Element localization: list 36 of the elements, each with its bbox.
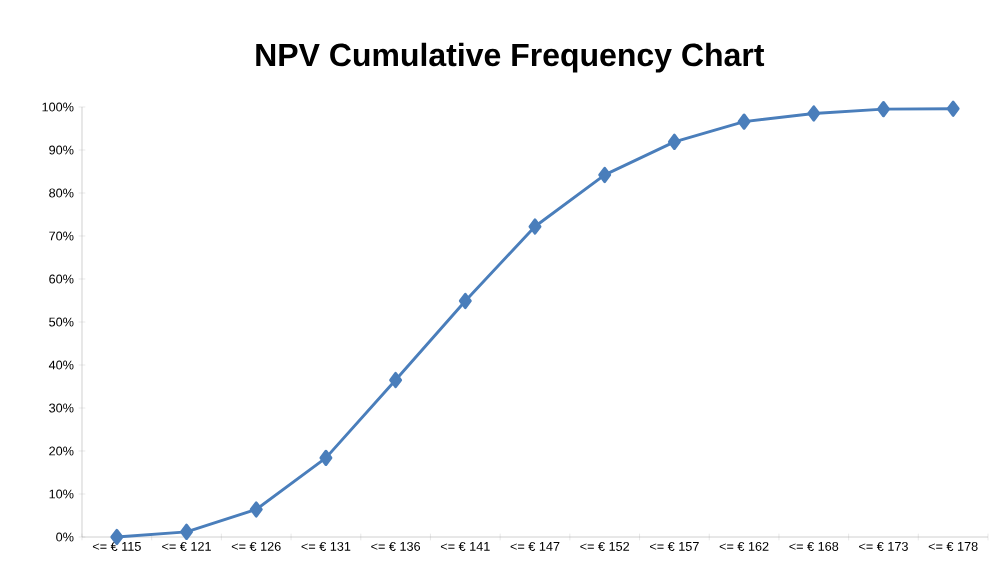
point (876, 101, 890, 118)
point (667, 133, 681, 150)
point (946, 100, 960, 117)
y-tick-label: 20% (49, 446, 74, 456)
x-tick-label: <= € 152 (580, 541, 630, 551)
x-tick-label: <= € 168 (789, 541, 839, 551)
point (319, 449, 333, 467)
point (180, 523, 194, 540)
y-tick-label: 0% (56, 532, 74, 542)
y-tick-label: 30% (49, 403, 74, 413)
point (528, 218, 542, 235)
x-tick-label: <= € 162 (719, 541, 769, 551)
x-tick-label: <= € 131 (301, 541, 351, 551)
y-tick-label: 70% (49, 231, 74, 241)
y-tick-label: 80% (49, 188, 74, 198)
x-tick-label: <= € 147 (510, 541, 560, 551)
y-tick-label: 100% (42, 102, 74, 112)
y-tick-label: 50% (49, 317, 74, 327)
y-tick-label: 40% (48, 360, 74, 370)
point (807, 105, 821, 122)
x-tick-label: <= € 126 (231, 541, 281, 551)
y-tick-label: 60% (49, 274, 74, 284)
point (598, 166, 612, 184)
y-tick-label: 10% (49, 489, 74, 499)
x-tick-label: <= € 141 (440, 541, 490, 551)
point (389, 371, 403, 389)
point (737, 113, 751, 130)
point (249, 501, 263, 518)
x-tick-label: <= € 173 (859, 541, 908, 551)
x-tick-label: <= € 157 (650, 541, 699, 551)
x-tick-label: <= € 178 (928, 541, 978, 551)
x-tick-label: <= € 121 (162, 541, 211, 551)
chart-title: NPV Cumulative Frequency Chart (256, 42, 765, 73)
y-tick-label: 90% (49, 145, 74, 155)
x-tick-label: <= € 136 (371, 541, 421, 551)
point (458, 292, 472, 310)
